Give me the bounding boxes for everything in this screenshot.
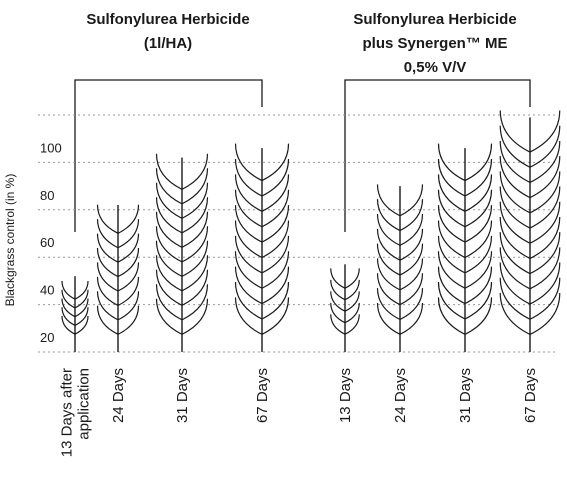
group-title: (1l/HA) xyxy=(144,35,192,52)
wheat xyxy=(157,154,208,352)
x-tick-label: 31 Days xyxy=(174,368,191,423)
group-title: plus Synergen™ ME xyxy=(362,35,507,52)
y-tick-label: 20 xyxy=(40,330,54,345)
wheat xyxy=(62,276,88,352)
x-tick-label: 24 Days xyxy=(392,368,409,423)
x-tick-label: 67 Days xyxy=(254,368,271,423)
group-title: Sulfonylurea Herbicide xyxy=(86,11,249,28)
group-title: 0,5% V/V xyxy=(404,59,467,76)
wheat xyxy=(331,264,360,352)
y-tick-label: 100 xyxy=(40,140,62,155)
wheat xyxy=(98,205,139,352)
x-tick-label: 13 Days after xyxy=(59,368,76,457)
x-tick-label: 67 Days xyxy=(522,368,539,423)
x-tick-label: 13 Days xyxy=(337,368,354,423)
wheat xyxy=(439,144,492,352)
chart: Blackgrass control (in %) 20 40 60 80 100 Sul… xyxy=(0,0,567,475)
y-axis-label: Blackgrass control (in %) xyxy=(3,174,17,307)
x-tick-label: 31 Days xyxy=(457,368,474,423)
y-tick-label: 40 xyxy=(40,283,54,298)
wheat xyxy=(236,144,289,352)
x-tick-label: application xyxy=(76,368,93,440)
wheat xyxy=(500,111,560,352)
x-tick-label: 24 Days xyxy=(110,368,127,423)
y-tick-label: 80 xyxy=(40,188,54,203)
y-tick-label: 60 xyxy=(40,235,54,250)
group-title: Sulfonylurea Herbicide xyxy=(353,11,516,28)
